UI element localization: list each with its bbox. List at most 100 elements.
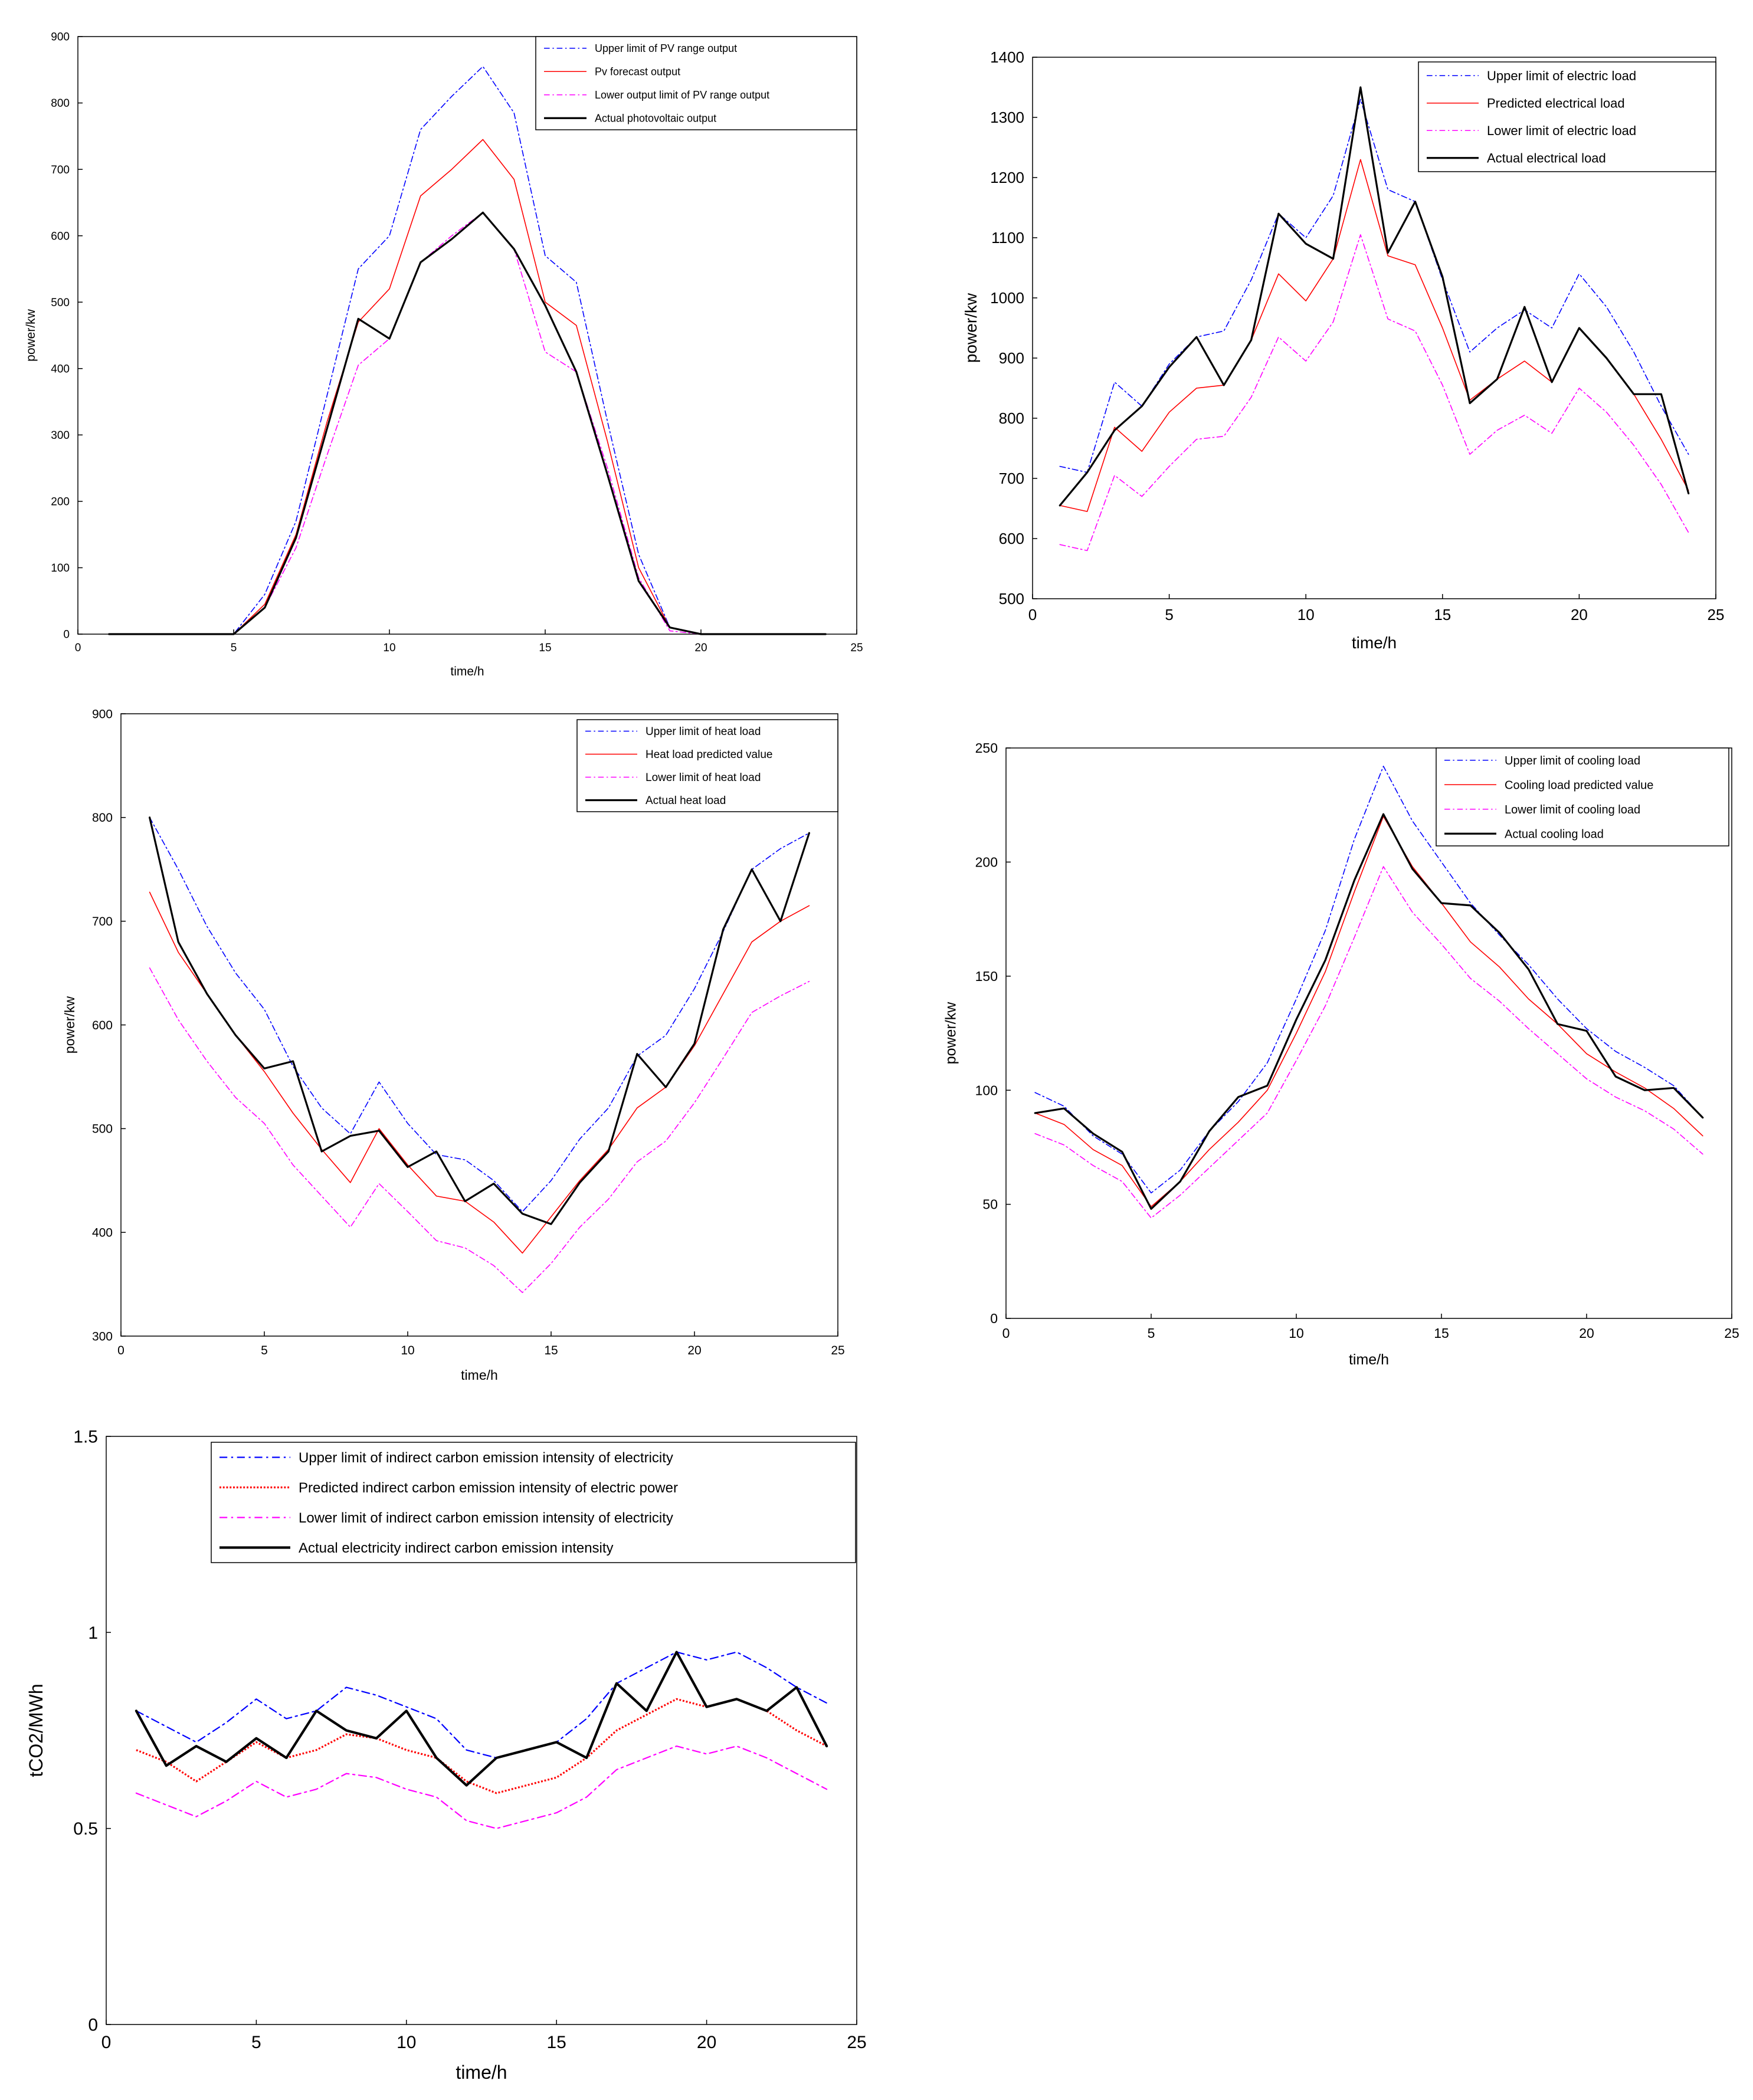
x-axis-label: time/h — [461, 1367, 498, 1383]
legend-label-1: Heat load predicted value — [646, 749, 772, 761]
x-tick-label: 5 — [1165, 606, 1173, 624]
y-tick-label: 1300 — [990, 109, 1024, 126]
x-tick-label: 25 — [1708, 606, 1725, 624]
series-line-1 — [109, 139, 826, 635]
y-tick-label: 1 — [88, 1623, 98, 1643]
series-line-3 — [135, 1651, 828, 1787]
series-line-0 — [149, 817, 810, 1212]
legend-label-1: Predicted indirect carbon emission inten… — [299, 1480, 678, 1496]
y-tick-label: 700 — [51, 164, 70, 176]
legend-label-3: Actual cooling load — [1505, 828, 1604, 841]
legend-label-1: Predicted electrical load — [1487, 96, 1625, 110]
x-tick-label: 0 — [101, 2033, 112, 2052]
x-tick-label: 25 — [850, 642, 863, 654]
series-line-2 — [1059, 234, 1689, 552]
x-tick-label: 15 — [1434, 606, 1451, 624]
y-tick-label: 0 — [63, 629, 70, 641]
legend-label-1: Cooling load predicted value — [1505, 779, 1653, 792]
x-tick-label: 15 — [544, 1344, 558, 1357]
y-tick-label: 900 — [92, 707, 113, 721]
legend-label-2: Lower output limit of PV range output — [595, 89, 769, 101]
x-tick-label: 15 — [1434, 1325, 1449, 1341]
chart-electric: 0 5 10 15 20 25 500 600 700 800 900 1000 1100 1200 130… — [962, 48, 1725, 652]
legend-box — [1418, 61, 1716, 172]
series-line-3 — [1034, 813, 1704, 1210]
legend-label-3: Actual heat load — [646, 795, 726, 807]
legend-label-0: Upper limit of PV range output — [595, 42, 737, 54]
legend-label-0: Upper limit of cooling load — [1505, 754, 1640, 767]
chart-carbon: 0 5 10 15 20 25 0 0.5 1 1.5 time/h tCO2/MWh Upper li… — [25, 1428, 867, 2083]
x-tick-label: 10 — [383, 642, 395, 654]
series-line-2 — [135, 1745, 828, 1829]
y-tick-label: 200 — [975, 854, 998, 869]
y-axis-label: power/kw — [24, 309, 38, 362]
y-tick-label: 300 — [51, 429, 70, 442]
y-tick-label: 200 — [51, 496, 70, 508]
x-tick-label: 20 — [1571, 606, 1588, 624]
x-tick-label: 10 — [1297, 606, 1315, 624]
x-tick-label: 10 — [1289, 1325, 1304, 1341]
series-line-0 — [109, 65, 826, 635]
y-axis-label: power/kw — [962, 293, 980, 363]
series-line-2 — [1034, 866, 1703, 1219]
y-tick-label: 1.5 — [73, 1428, 98, 1447]
legend-label-0: Upper limit of heat load — [646, 726, 761, 738]
y-tick-label: 100 — [51, 562, 70, 575]
legend-label-3: Actual electricity indirect carbon emiss… — [299, 1540, 614, 1556]
x-axis-label: time/h — [456, 2062, 507, 2083]
y-tick-label: 900 — [51, 31, 70, 44]
legend-label-2: Lower limit of heat load — [646, 772, 761, 784]
chart-heat: 0 5 10 15 20 25 300 400 500 600 700 800 900 time/h pow… — [62, 707, 845, 1383]
legend-box — [1436, 747, 1729, 846]
chart-cooling: 0 5 10 15 20 25050100150200250time/hpower/kwU… — [942, 740, 1739, 1368]
legend-label-2: Lower limit of indirect carbon emission … — [299, 1510, 673, 1526]
y-tick-label: 700 — [92, 915, 113, 928]
legend-label-2: Lower limit of electric load — [1487, 123, 1636, 138]
legend-label-3: Actual electrical load — [1487, 150, 1606, 165]
x-tick-label: 0 — [1028, 606, 1037, 624]
x-tick-label: 5 — [251, 2033, 261, 2052]
plot-frame — [106, 1436, 857, 2025]
y-tick-label: 500 — [999, 590, 1024, 608]
x-tick-label: 5 — [261, 1344, 268, 1357]
series-line-2 — [149, 967, 810, 1293]
plot-frame — [1005, 747, 1732, 1319]
series-line-3 — [1059, 86, 1690, 507]
y-axis-label: power/kw — [62, 996, 77, 1054]
plot-frame — [1032, 57, 1716, 599]
x-tick-label: 15 — [539, 642, 551, 654]
series-line-0 — [135, 1651, 828, 1759]
x-tick-label: 20 — [687, 1344, 701, 1357]
y-axis-label: power/kw — [942, 1002, 959, 1065]
plot-frame — [77, 36, 857, 635]
x-tick-label: 5 — [231, 642, 237, 654]
y-tick-label: 50 — [982, 1197, 998, 1212]
y-tick-label: 500 — [51, 297, 70, 309]
series-line-1 — [149, 891, 810, 1254]
y-tick-label: 100 — [975, 1082, 998, 1098]
series-line-0 — [1034, 766, 1703, 1194]
series-line-2 — [109, 212, 826, 635]
y-tick-label: 300 — [92, 1330, 113, 1343]
y-tick-label: 800 — [999, 409, 1024, 427]
y-tick-label: 500 — [92, 1123, 113, 1136]
chart-pv: 0 5 10 15 20 25 0 100 200 300 400 500 600 700 800 900 ti… — [24, 31, 863, 678]
x-tick-label: 10 — [401, 1344, 414, 1357]
series-line-1 — [136, 1698, 827, 1794]
legend-label-0: Upper limit of indirect carbon emission … — [299, 1450, 673, 1466]
legend-box — [576, 719, 838, 812]
x-tick-label: 20 — [1579, 1325, 1594, 1341]
y-tick-label: 0 — [990, 1311, 998, 1326]
x-tick-label: 25 — [847, 2033, 866, 2052]
y-tick-label: 700 — [999, 470, 1024, 487]
x-tick-label: 0 — [1002, 1325, 1010, 1341]
series-line-3 — [108, 211, 827, 635]
series-line-1 — [1034, 816, 1703, 1208]
legend-box — [211, 1442, 856, 1563]
y-tick-label: 0 — [88, 2016, 98, 2035]
y-tick-label: 150 — [975, 969, 998, 984]
y-tick-label: 400 — [51, 363, 70, 375]
y-tick-label: 250 — [975, 740, 998, 756]
x-tick-label: 5 — [1148, 1325, 1155, 1341]
